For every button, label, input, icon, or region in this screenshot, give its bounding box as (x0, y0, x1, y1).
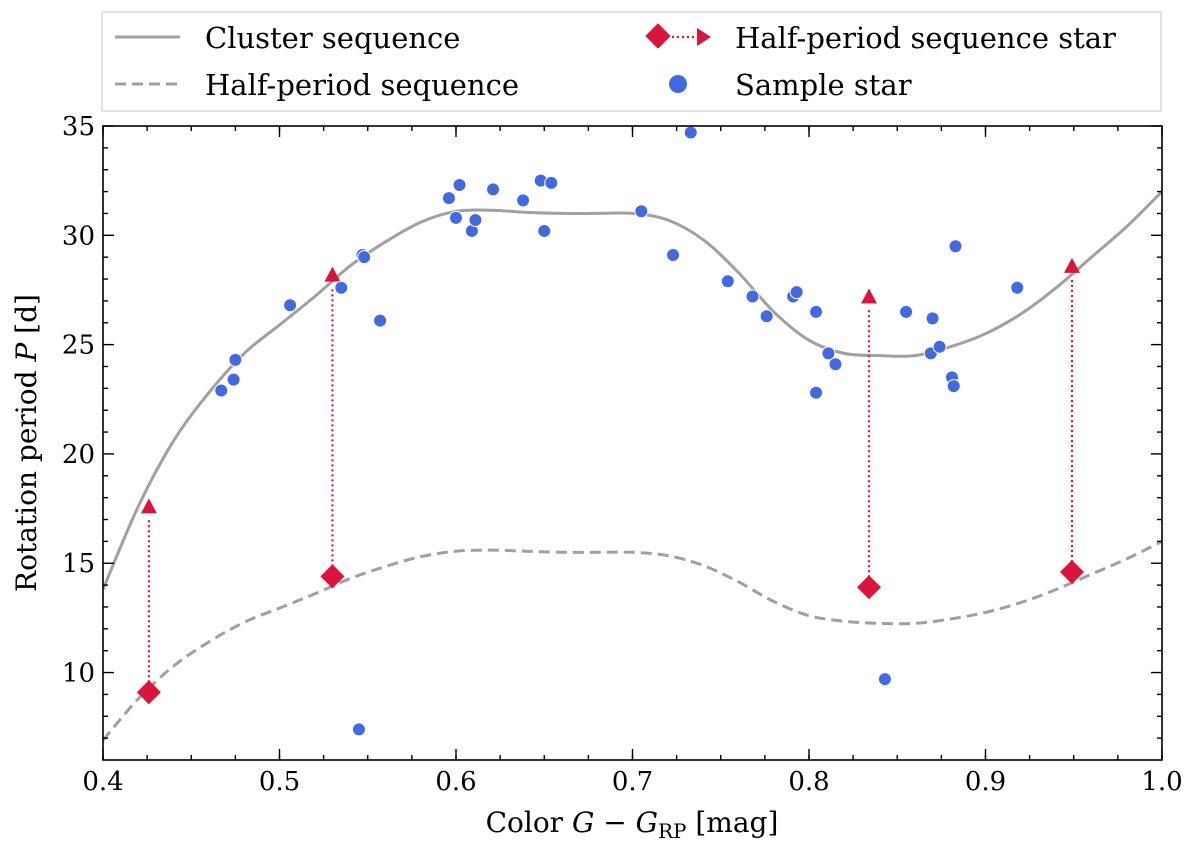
sample-star-point-4 (334, 280, 349, 295)
x-tick-label: 0.9 (965, 767, 1006, 797)
x-tick-label: 0.4 (82, 767, 123, 797)
sample-star-point-28 (809, 385, 824, 400)
legend: Cluster sequence Half-period sequence Ha… (101, 11, 1162, 112)
axis-tick-labels: 0.4 0.5 0.6 0.7 0.8 0.9 1.0 10 15 20 25 30 35 (62, 112, 1183, 797)
half-period-arrowhead-2 (861, 288, 878, 304)
y-tick-label: 25 (62, 331, 95, 361)
sample-star-group (214, 126, 1025, 737)
sample-star-point-32 (899, 304, 914, 319)
sample-star-point-29 (821, 346, 836, 361)
legend-half-period-star-label: Half-period sequence star (735, 21, 1116, 55)
sample-star-point-21 (683, 126, 698, 140)
sample-star-point-2 (228, 352, 243, 367)
half-period-sequence-line (103, 540, 1162, 742)
sample-star-point-31 (877, 672, 892, 687)
sample-star-point-22 (720, 274, 735, 289)
sample-star-point-8 (373, 313, 388, 328)
x-axis-title: Color G − GRP [mag] (486, 806, 779, 842)
sample-star-point-19 (634, 204, 649, 219)
sample-star-point-37 (946, 379, 961, 394)
y-axis-title: Rotation period P [d] (10, 294, 43, 592)
legend-sample-star-label: Sample star (735, 68, 912, 102)
sample-star-point-26 (789, 285, 804, 300)
sample-star-point-23 (745, 289, 760, 304)
y-tick-label: 10 (62, 659, 95, 689)
sample-star-point-9 (441, 191, 456, 206)
x-tick-label: 0.6 (435, 767, 476, 797)
sample-star-point-3 (283, 298, 298, 313)
sample-star-point-18 (544, 175, 559, 190)
sample-star-point-24 (759, 309, 774, 324)
cluster-sequence-line (103, 190, 1162, 591)
sample-star-point-30 (828, 357, 843, 372)
sample-star-point-20 (666, 247, 681, 262)
sample-star-point-1 (226, 372, 241, 387)
half-period-star-diamond-0 (136, 680, 161, 705)
sample-star-point-0 (214, 383, 229, 398)
y-tick-label: 30 (62, 221, 95, 251)
sample-star-point-5 (351, 722, 366, 737)
y-tick-label: 35 (62, 112, 95, 142)
legend-half-period-star-diamond (645, 23, 671, 49)
half-period-star-diamond-3 (1059, 559, 1085, 585)
axis-ticks (102, 125, 1163, 760)
sample-star-point-14 (486, 182, 501, 197)
sample-star-point-38 (948, 239, 963, 254)
legend-frame (101, 11, 1162, 112)
half-period-arrowhead-3 (1063, 257, 1080, 273)
x-tick-label: 1.0 (1141, 767, 1182, 797)
x-tick-label: 0.5 (259, 767, 300, 797)
legend-sample-star-marker (669, 75, 687, 93)
half-period-star-diamond-1 (320, 564, 345, 589)
sample-star-point-39 (1010, 280, 1025, 295)
sample-star-point-7 (357, 250, 372, 265)
x-tick-label: 0.7 (612, 767, 653, 797)
sample-star-point-17 (537, 223, 552, 238)
sample-star-point-15 (516, 193, 531, 208)
half-period-star-diamond-2 (856, 575, 882, 600)
legend-cluster-sequence-label: Cluster sequence (205, 21, 460, 55)
sample-star-point-10 (449, 210, 463, 225)
sample-star-point-34 (925, 311, 940, 326)
y-tick-label: 20 (62, 440, 95, 470)
sample-star-point-35 (932, 339, 947, 354)
sample-star-point-27 (809, 304, 824, 319)
axes-frame (102, 125, 1163, 761)
legend-half-period-sequence-label: Half-period sequence (205, 68, 519, 102)
half-period-arrowhead-0 (140, 498, 157, 514)
sample-star-point-11 (452, 178, 467, 193)
y-tick-label: 15 (62, 549, 95, 579)
x-tick-label: 0.8 (788, 767, 829, 797)
half-period-arrowhead-1 (324, 266, 341, 282)
sample-star-point-13 (468, 213, 483, 228)
legend-half-period-star-arrowhead (697, 28, 711, 46)
